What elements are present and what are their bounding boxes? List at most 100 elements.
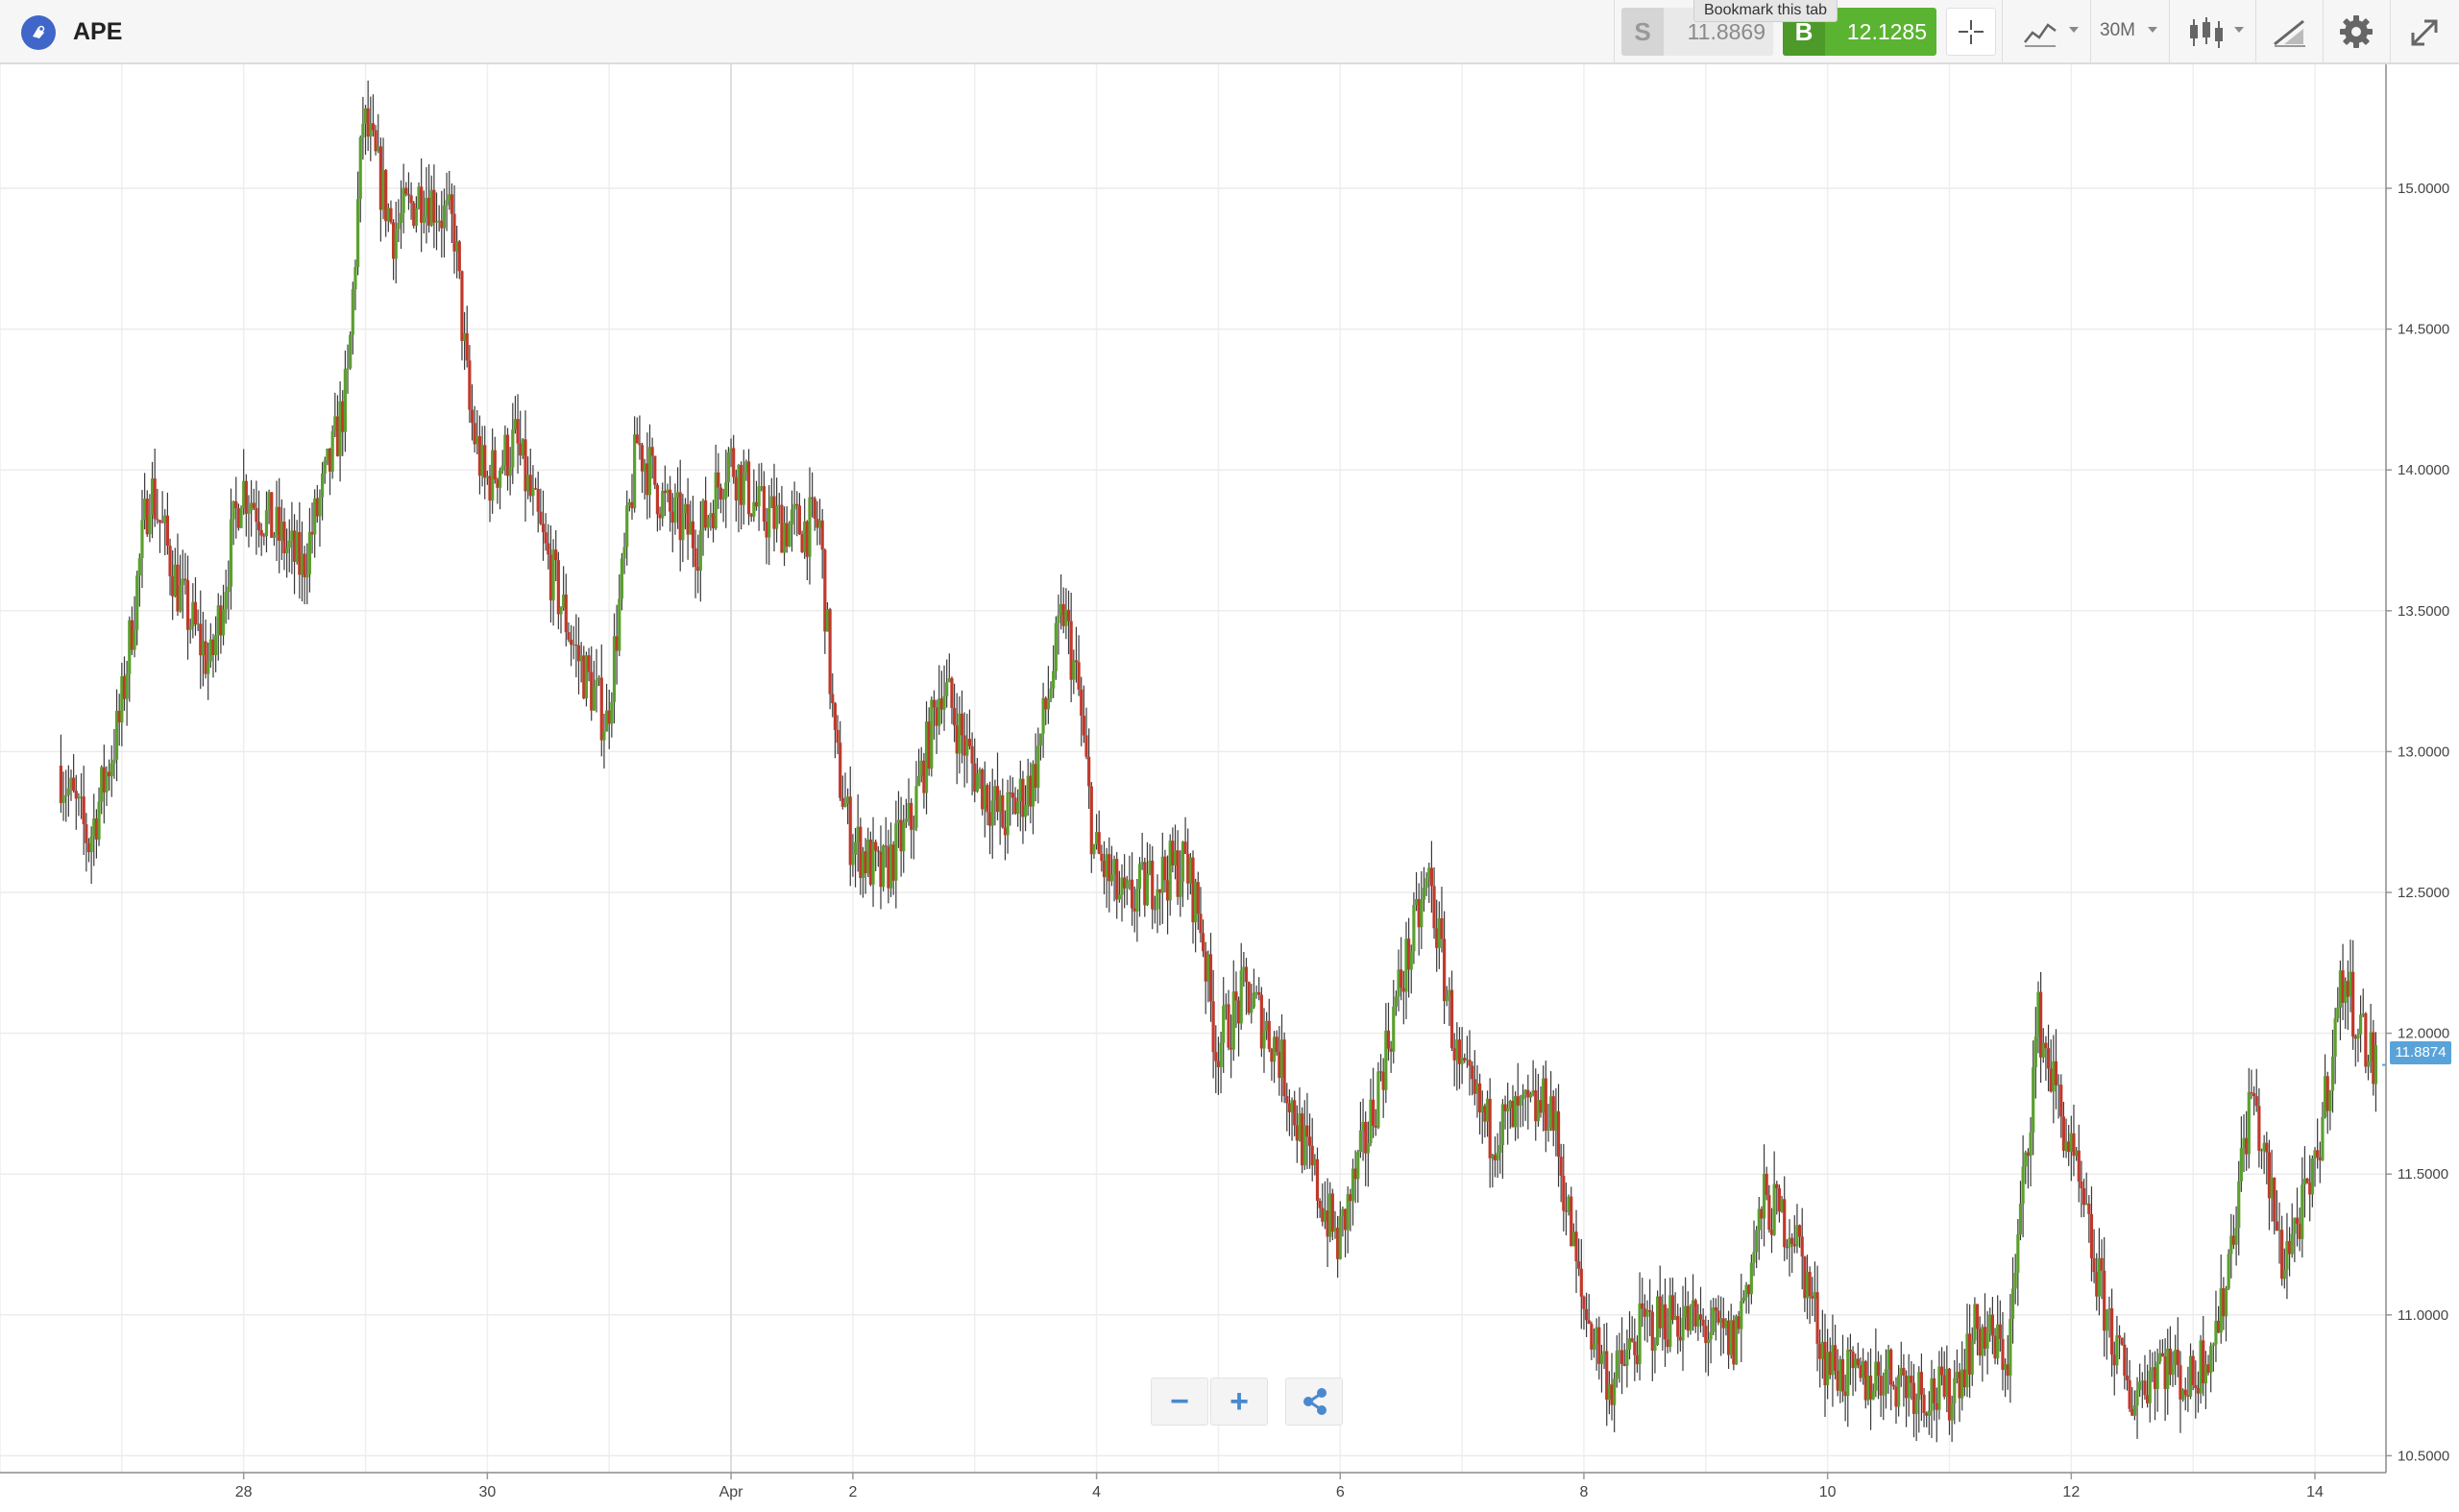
fullscreen-button[interactable] [2392, 8, 2457, 56]
candle-body [1925, 1412, 1929, 1416]
candle-body [1937, 1366, 1941, 1410]
y-tick-label: 14.5000 [2398, 322, 2449, 338]
candle-body [539, 511, 543, 524]
candle-body [1449, 989, 1454, 1049]
candle-body [1326, 1210, 1329, 1237]
candle-body [2231, 1235, 2236, 1245]
candle-body [1219, 1042, 1223, 1067]
candle-body [576, 645, 581, 662]
candle-body [1353, 1168, 1357, 1180]
candle-body [746, 461, 751, 515]
candle-body [483, 445, 487, 478]
candle-body [899, 819, 903, 852]
candle-body [2301, 1184, 2304, 1239]
bookmark-tooltip: Bookmark this tab [1693, 0, 1838, 22]
candle-body [2203, 1364, 2207, 1384]
candle-body [724, 482, 728, 499]
candle-body [259, 529, 263, 536]
candle-body [1536, 1100, 1540, 1122]
candle-body [523, 439, 527, 492]
candle-body [2095, 1272, 2099, 1297]
candle-body [1179, 881, 1182, 897]
candle-body [1950, 1402, 1954, 1421]
candle-body [2356, 1034, 2360, 1039]
candle-body [371, 123, 376, 131]
candle-body [1721, 1318, 1725, 1329]
candle-body [1448, 989, 1451, 997]
candle-body [843, 803, 847, 807]
candle-body [2199, 1340, 2203, 1394]
candle-style-button[interactable] [2173, 8, 2253, 56]
candle-body [2072, 1133, 2076, 1157]
candle-body [1942, 1375, 1946, 1398]
candle-body [404, 187, 408, 195]
candle-body [321, 473, 325, 498]
candle-body [1856, 1358, 1860, 1366]
candle-body [2163, 1356, 2167, 1389]
candle-body [181, 578, 184, 586]
candle-body [691, 521, 695, 549]
candle-body [1714, 1307, 1717, 1311]
candle-body [305, 573, 309, 577]
candle-body [498, 470, 502, 488]
zoom-out-button[interactable]: − [1151, 1378, 1208, 1426]
candle-body [2166, 1348, 2170, 1389]
candle-body [1120, 877, 1124, 895]
candle-body [1171, 841, 1175, 866]
candle-body [2084, 1203, 2088, 1206]
candle-body [496, 479, 499, 488]
candle-body [894, 822, 898, 881]
y-tick-label: 14.0000 [2398, 462, 2449, 478]
candle-body [1757, 1208, 1761, 1231]
candle-body [420, 186, 424, 223]
candle-body [2117, 1335, 2122, 1338]
candle-body [706, 517, 710, 528]
candle-body [1252, 992, 1256, 1008]
candle-body [2369, 1032, 2373, 1061]
candle-body [1749, 1262, 1753, 1295]
price-chart[interactable]: 15.0000 14.5000 14.0000 13.5000 13.0000 12.50… [0, 64, 2459, 1512]
candle-body [1602, 1351, 1606, 1354]
candle-body [234, 500, 238, 509]
candle-body [927, 721, 931, 769]
candle-body [323, 460, 327, 474]
timeframe-selector[interactable] [2092, 8, 2167, 56]
candle-body [378, 146, 382, 210]
candle-body [808, 497, 812, 557]
x-tick-label: 4 [1092, 1484, 1101, 1500]
candle-body [1392, 1006, 1396, 1052]
candle-body [1607, 1384, 1611, 1401]
candle-body [1378, 1071, 1383, 1073]
candle-body [1838, 1358, 1842, 1391]
share-button[interactable] [1285, 1378, 1343, 1426]
drawing-tools-button[interactable] [2257, 8, 2321, 56]
candle-body [2004, 1364, 2008, 1371]
candle-body [574, 644, 578, 646]
candle-body [1958, 1372, 1961, 1399]
candle-body [381, 170, 385, 210]
candle-body [156, 519, 159, 521]
candle-body [1478, 1083, 1482, 1113]
candle-body [1163, 856, 1167, 881]
candle-body [1323, 1210, 1327, 1222]
zoom-in-button[interactable]: + [1210, 1378, 1268, 1426]
candle-body [1531, 1090, 1535, 1094]
candle-body [1194, 882, 1198, 923]
candle-body [572, 644, 575, 646]
candle-body [1724, 1320, 1728, 1329]
candle-body [341, 401, 345, 432]
candle-body [1831, 1345, 1835, 1376]
chart-type-button[interactable] [2006, 8, 2088, 56]
candle-body [2064, 1141, 2068, 1151]
candle-body [473, 423, 476, 445]
candle-body [1684, 1305, 1688, 1318]
settings-button[interactable] [2325, 8, 2388, 56]
candle-body [1619, 1350, 1624, 1364]
candle-body [607, 710, 611, 724]
candle-body [1868, 1376, 1873, 1400]
crosshair-button[interactable] [1946, 8, 1996, 56]
candle-body [105, 771, 109, 793]
candle-body [1498, 1145, 1502, 1153]
candle-body [1813, 1292, 1817, 1299]
candle-body [1826, 1352, 1830, 1386]
